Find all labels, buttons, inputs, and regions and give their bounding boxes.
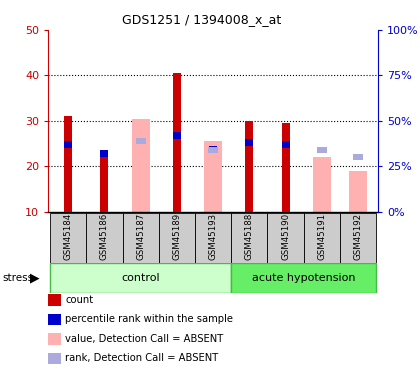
Bar (268, 213, 304, 262)
Bar (204, 141, 222, 212)
Bar (173, 73, 181, 212)
Text: acute hypotension: acute hypotension (252, 273, 355, 283)
Bar (282, 141, 290, 148)
Bar (209, 146, 217, 153)
Text: control: control (121, 273, 160, 283)
Bar (195, 213, 231, 262)
Bar (353, 154, 363, 160)
Text: percentile rank within the sample: percentile rank within the sample (65, 315, 233, 324)
Bar (340, 213, 376, 262)
Bar (64, 141, 72, 148)
Bar (87, 213, 123, 262)
Bar (100, 150, 108, 158)
Bar (100, 153, 108, 212)
Bar (245, 121, 253, 212)
Text: value, Detection Call = ABSENT: value, Detection Call = ABSENT (65, 334, 223, 344)
Bar (231, 263, 376, 292)
Text: GSM45189: GSM45189 (173, 213, 181, 260)
Text: ▶: ▶ (30, 272, 39, 284)
Bar (159, 213, 195, 262)
Text: GSM45184: GSM45184 (64, 213, 73, 260)
Text: rank, Detection Call = ABSENT: rank, Detection Call = ABSENT (65, 354, 218, 363)
Bar (282, 123, 290, 212)
Text: GSM45186: GSM45186 (100, 213, 109, 260)
Bar (50, 213, 87, 262)
Text: GSM45193: GSM45193 (209, 213, 218, 260)
Bar (304, 213, 340, 262)
Bar (245, 139, 253, 146)
Bar (64, 116, 72, 212)
Bar (136, 138, 146, 144)
Bar (231, 213, 268, 262)
Text: GSM45187: GSM45187 (136, 213, 145, 260)
Text: GDS1251 / 1394008_x_at: GDS1251 / 1394008_x_at (122, 13, 281, 26)
Bar (349, 171, 367, 212)
Bar (131, 118, 150, 212)
Text: GSM45188: GSM45188 (245, 213, 254, 260)
Bar (50, 263, 231, 292)
Bar (313, 158, 331, 212)
Bar (208, 147, 218, 153)
Bar (317, 147, 327, 153)
Text: GSM45192: GSM45192 (354, 213, 362, 260)
Bar (173, 132, 181, 139)
Text: count: count (65, 295, 93, 305)
Bar (123, 213, 159, 262)
Text: GSM45191: GSM45191 (318, 213, 326, 260)
Text: GSM45190: GSM45190 (281, 213, 290, 260)
Text: stress: stress (2, 273, 33, 283)
